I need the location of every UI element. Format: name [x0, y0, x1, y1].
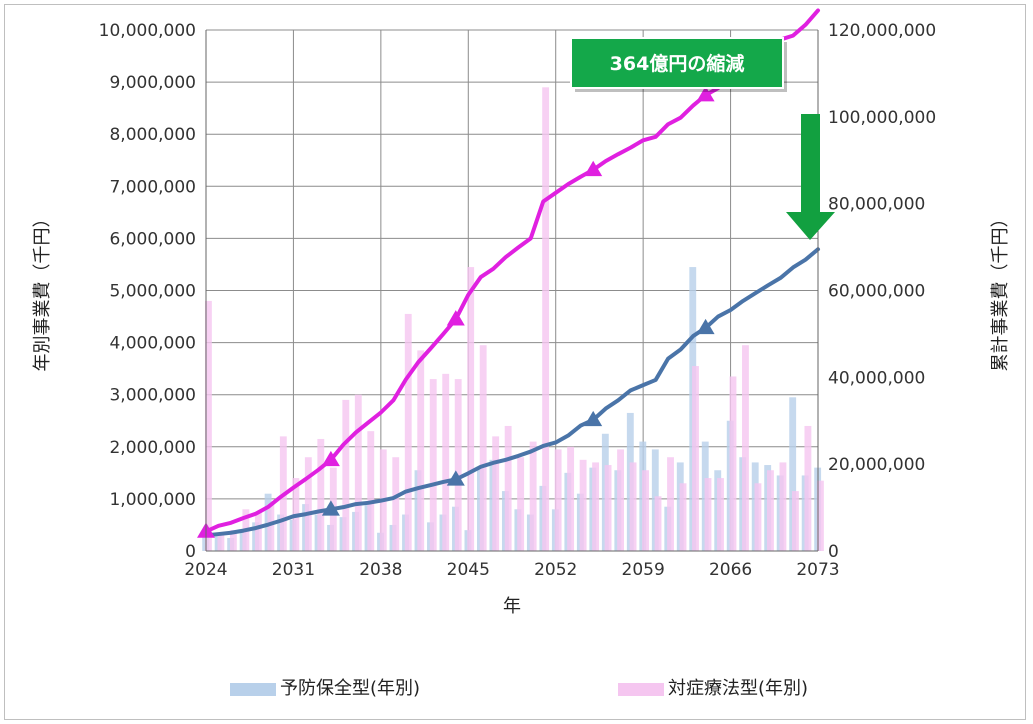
- bar-symptomatic: [667, 457, 674, 551]
- bar-symptomatic: [529, 441, 537, 551]
- line-symptomatic-cumulative: [204, 8, 820, 534]
- triangle-marker: [584, 410, 603, 427]
- bar-symptomatic: [567, 446, 575, 551]
- y-right-tick-label: 100,000,000: [828, 108, 936, 128]
- x-tick-label: 2073: [796, 560, 839, 580]
- x-tick-label: 2052: [534, 560, 577, 580]
- triangle-marker: [696, 86, 715, 102]
- triangle-marker: [584, 160, 603, 177]
- bar-symptomatic: [267, 504, 275, 551]
- y-left-tick-label: 0: [185, 542, 196, 562]
- bar-symptomatic: [717, 478, 724, 551]
- bar-symptomatic: [554, 449, 562, 551]
- y-left-tick-label: 4,000,000: [109, 334, 196, 354]
- y-right-tick-label: 40,000,000: [828, 368, 925, 388]
- y-left-tick-label: 7,000,000: [109, 177, 196, 197]
- bar-symptomatic: [692, 366, 699, 551]
- legend-label-symptomatic: 対症療法型(年別): [668, 678, 808, 699]
- bar-symptomatic: [604, 465, 612, 551]
- bar-symptomatic: [791, 491, 799, 551]
- bar-symptomatic: [579, 459, 587, 551]
- y-left-tick-label: 10,000,000: [99, 21, 196, 41]
- y-left-tick-label: 1,000,000: [109, 490, 196, 510]
- legend-label-preventive: 予防保全型(年別): [280, 678, 420, 699]
- bar-symptomatic: [304, 457, 312, 551]
- x-axis-title: 年: [503, 596, 521, 617]
- bar-symptomatic: [342, 399, 350, 551]
- bar-symptomatic: [204, 300, 212, 551]
- bar-symptomatic: [429, 379, 437, 551]
- annotation-text: 364億円の縮減: [610, 52, 745, 75]
- triangle-marker: [321, 500, 340, 516]
- bar-symptomatic: [417, 350, 425, 551]
- y-right-tick-label: 120,000,000: [828, 21, 936, 41]
- y-left-axis-title: 年別事業費（千円）: [32, 210, 53, 372]
- bar-symptomatic: [742, 345, 749, 551]
- bar-preventive: [789, 397, 797, 551]
- bar-symptomatic: [804, 425, 812, 551]
- bar-symptomatic: [542, 87, 550, 551]
- bar-symptomatic: [392, 457, 400, 551]
- reduction-arrow-icon: [786, 114, 835, 240]
- y-right-tick-label: 0: [828, 542, 839, 562]
- bar-symptomatic: [779, 462, 787, 551]
- legend-swatch-preventive: [230, 683, 276, 696]
- triangle-marker: [446, 310, 465, 326]
- line-preventive-cumulative: [204, 247, 820, 538]
- legend-swatch-symptomatic: [618, 683, 664, 696]
- x-tick-label: 2038: [359, 560, 402, 580]
- bar-symptomatic: [679, 483, 687, 551]
- triangle-marker: [696, 318, 715, 335]
- bar-symptomatic: [704, 478, 712, 551]
- bar-symptomatic: [454, 379, 462, 551]
- annotation-box: [570, 37, 784, 89]
- y-right-tick-label: 80,000,000: [828, 195, 925, 215]
- y-right-tick-label: 60,000,000: [828, 282, 925, 302]
- bar-symptomatic: [404, 313, 412, 551]
- bar-symptomatic: [254, 511, 262, 551]
- bar-symptomatic: [317, 438, 325, 551]
- bar-symptomatic: [367, 431, 375, 551]
- x-tick-label: 2024: [184, 560, 227, 580]
- bar-symptomatic: [229, 530, 237, 551]
- y-left-tick-label: 5,000,000: [109, 282, 196, 302]
- bar-symptomatic: [354, 394, 362, 551]
- y-right-tick-label: 20,000,000: [828, 455, 925, 475]
- bar-symptomatic: [217, 535, 225, 551]
- bar-symptomatic: [642, 470, 649, 551]
- triangle-marker: [321, 450, 340, 467]
- bar-symptomatic: [467, 267, 475, 551]
- y-left-tick-label: 9,000,000: [109, 73, 196, 93]
- y-left-tick-label: 8,000,000: [109, 125, 196, 145]
- y-left-tick-label: 6,000,000: [109, 229, 196, 249]
- bar-symptomatic: [729, 376, 737, 551]
- triangle-marker: [446, 470, 465, 486]
- bar-symptomatic: [629, 462, 637, 551]
- x-tick-label: 2031: [272, 560, 315, 580]
- bar-symptomatic: [754, 483, 762, 551]
- x-tick-label: 2059: [622, 560, 665, 580]
- bar-symptomatic: [504, 425, 512, 551]
- y-left-tick-label: 2,000,000: [109, 438, 196, 458]
- bar-symptomatic: [442, 373, 450, 551]
- y-left-tick-label: 3,000,000: [109, 386, 196, 406]
- bar-symptomatic: [479, 345, 487, 551]
- bar-symptomatic: [492, 436, 500, 551]
- bar-symptomatic: [767, 470, 774, 551]
- bar-symptomatic: [517, 457, 525, 551]
- x-tick-label: 2045: [447, 560, 490, 580]
- bar-symptomatic: [617, 449, 625, 551]
- y-right-axis-title: 累計事業費（千円）: [990, 210, 1011, 372]
- x-tick-label: 2066: [709, 560, 752, 580]
- bar-symptomatic: [816, 480, 824, 551]
- bar-symptomatic: [592, 462, 600, 551]
- bar-symptomatic: [654, 496, 662, 551]
